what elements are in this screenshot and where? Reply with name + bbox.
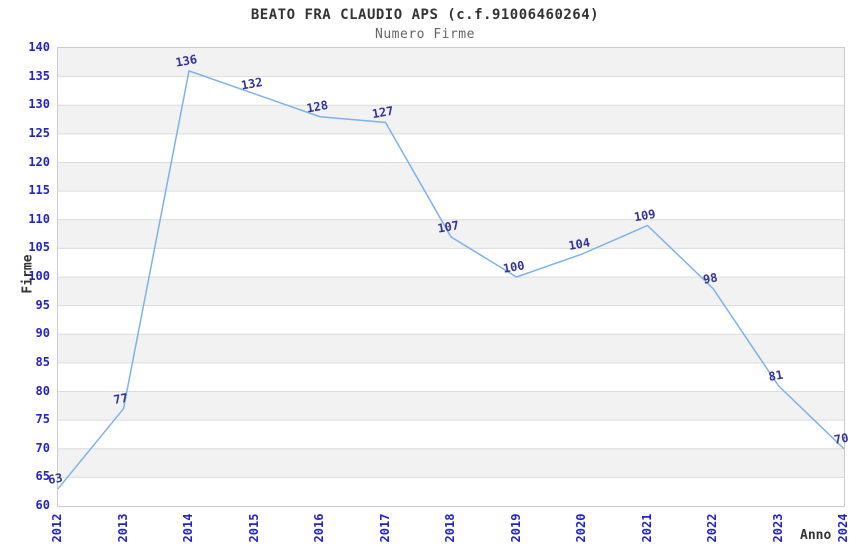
data-label: 104	[567, 235, 591, 253]
y-tick-label: 110	[28, 211, 50, 226]
x-tick-label: 2024	[836, 513, 850, 543]
x-tick-label: 2020	[574, 513, 588, 543]
y-tick-label: 125	[28, 125, 50, 140]
x-tick-label: 2013	[115, 513, 130, 543]
x-tick-label: 2022	[705, 513, 719, 543]
plot-area: 63 77 136 132 128 127 107 100 104 109 98 81 70	[47, 47, 850, 507]
chart-subtitle: Numero Firme	[375, 27, 475, 42]
background-band	[58, 105, 844, 134]
y-tick-label: 95	[35, 297, 50, 312]
data-label: 81	[767, 368, 784, 384]
background-band	[58, 334, 844, 363]
y-tick-label: 100	[28, 269, 50, 283]
data-label: 109	[633, 207, 657, 225]
x-tick-label: 2016	[312, 513, 326, 543]
y-tick-label: 90	[35, 326, 50, 341]
data-label: 136	[174, 52, 198, 70]
background-band	[58, 219, 844, 249]
data-label: 98	[702, 270, 719, 286]
background-band	[58, 391, 844, 421]
y-tick-label: 80	[35, 383, 50, 398]
y-tick-label: 120	[28, 154, 50, 169]
x-tick-label: 2021	[639, 513, 654, 543]
x-tick-label: 2017	[377, 513, 392, 543]
y-tick-label: 65	[35, 469, 50, 484]
background-band	[58, 277, 844, 306]
line-chart: 63 77 136 132 128 127 107 100 104 109 98 81 70	[47, 48, 850, 490]
x-tick-label: 2012	[50, 513, 64, 543]
y-tick-label: 85	[35, 354, 50, 369]
x-axis-title: Anno	[800, 528, 832, 543]
x-tick-label: 2018	[443, 513, 457, 543]
background-band	[58, 162, 844, 192]
background-band	[58, 448, 844, 478]
x-tick-label: 2019	[508, 513, 523, 543]
x-tick-label: 2023	[770, 513, 785, 543]
y-tick-label: 135	[28, 68, 50, 83]
data-label: 77	[112, 391, 129, 407]
data-label: 70	[833, 431, 850, 447]
x-tick-label: 2015	[246, 513, 261, 543]
series-line	[57, 69, 845, 490]
y-tick-label: 60	[35, 498, 50, 512]
x-tick-label: 2014	[181, 513, 195, 543]
data-label: 127	[371, 104, 395, 122]
y-tick-label: 130	[28, 97, 50, 112]
y-tick-label: 140	[28, 40, 50, 54]
y-tick-label: 105	[28, 240, 50, 255]
data-label: 63	[47, 471, 64, 487]
y-tick-label: 75	[35, 412, 50, 427]
y-tick-label: 115	[28, 183, 50, 198]
data-label: 128	[305, 98, 329, 116]
y-tick-label: 70	[35, 440, 50, 455]
data-label: 100	[502, 258, 526, 276]
data-label: 132	[240, 75, 264, 93]
y-axis-title: Firme	[20, 254, 36, 294]
data-label: 107	[436, 218, 460, 236]
chart-title: BEATO FRA CLAUDIO APS (c.f.91006460264)	[250, 7, 600, 23]
